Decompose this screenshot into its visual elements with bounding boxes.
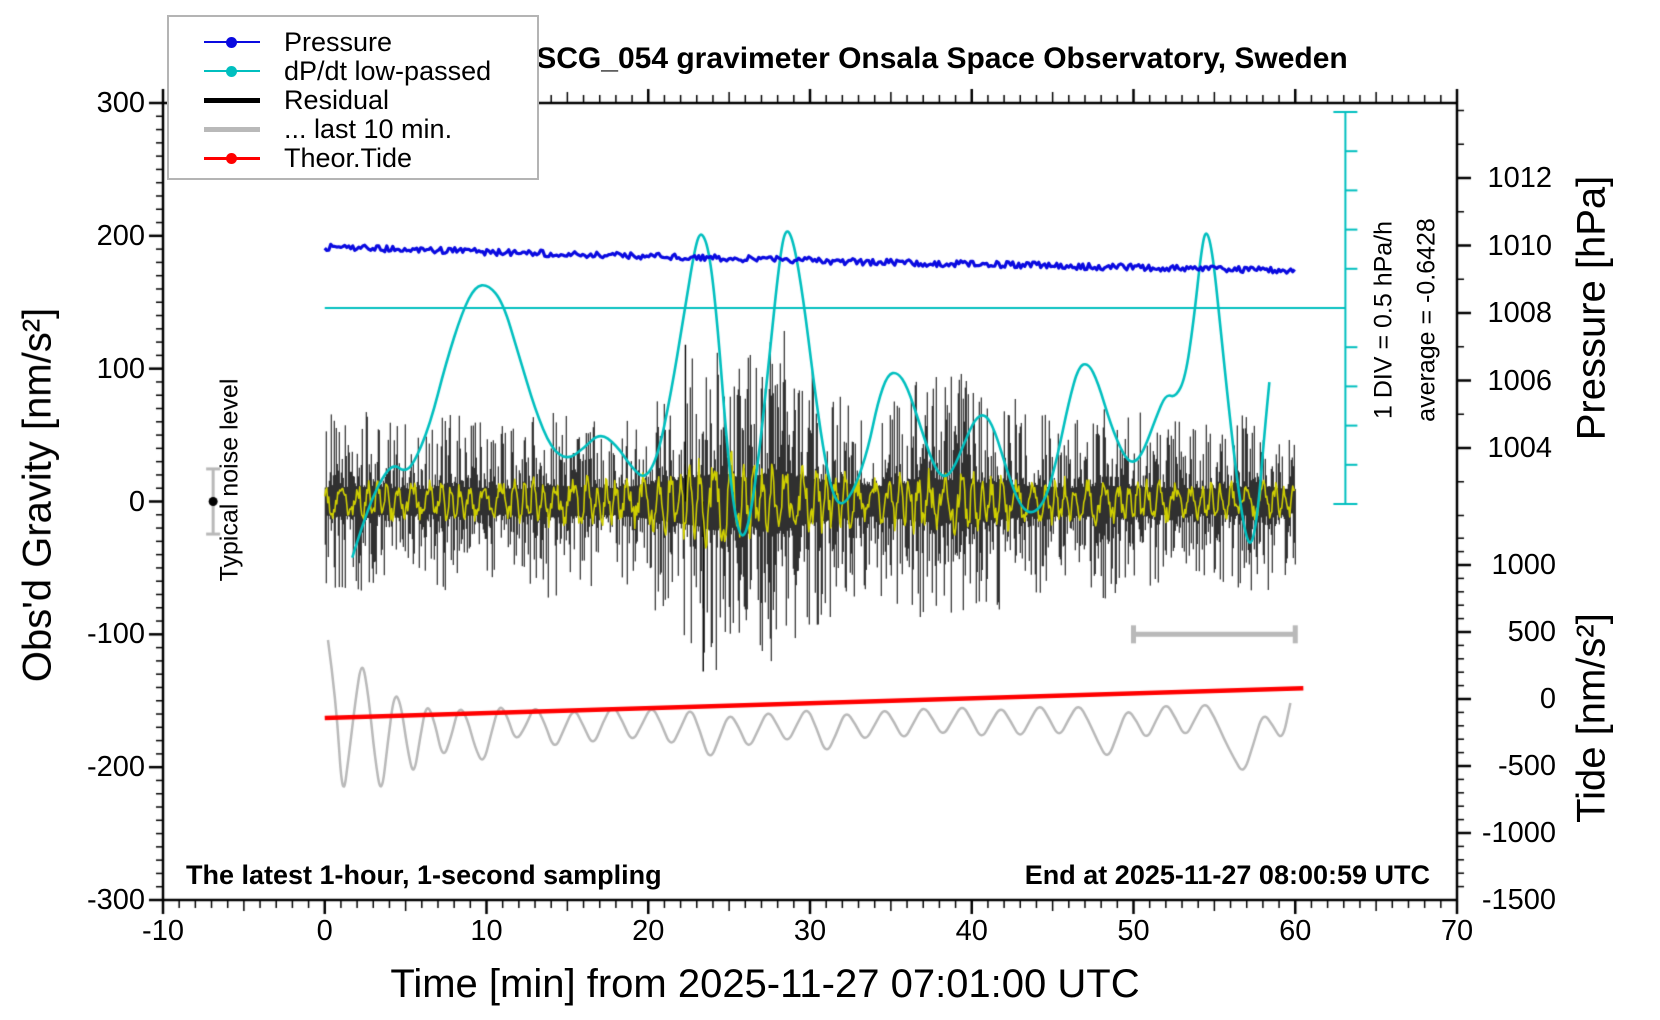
footer-end-time: End at 2025-11-27 08:00:59 UTC [1024,860,1430,890]
x-axis-label: Time [min] from 2025-11-27 07:01:00 UTC [390,962,1140,1006]
noise-level-annotation: Typical noise level [215,378,244,582]
pressure-tick-label: 1006 [1487,364,1552,397]
x-tick-label: 40 [955,915,988,947]
left-axis-label: Obs'd Gravity [nm/s²] [15,307,60,683]
gravity-tick-label: -300 [86,884,145,916]
gravity-tick-label: -200 [86,751,145,784]
legend-swatch-line [204,97,260,103]
page-title: SCG_054 gravimeter Onsala Space Observat… [536,42,1348,75]
tide-tick-label: -500 [1497,750,1556,782]
legend-swatch-dot [226,152,237,164]
legend-swatch-dot [226,36,237,48]
gravity-tick-label: 300 [96,87,145,119]
x-tick-label: 70 [1440,915,1474,947]
tide-tick-label: 0 [1539,683,1556,715]
pressure-tick-label: 1012 [1487,162,1552,194]
gravity-tick-label: 200 [96,219,145,252]
legend-swatch-dot [226,65,237,77]
div-scale-annotation: 1 DIV = 0.5 hPa/h [1369,220,1398,420]
x-tick-label: 20 [632,915,665,947]
gravity-tick-label: -100 [86,618,145,651]
legend-item-label: dP/dt low-passed [284,56,492,86]
legend-box: Pressure dP/dt low-passed Residual... last… [167,15,539,180]
x-tick-label: 60 [1279,915,1312,947]
average-annotation: average = -0.6428 [1412,218,1441,422]
tide-tick-label: 500 [1507,616,1556,648]
x-tick-label: 30 [793,915,827,947]
pressure-tick-label: 1008 [1487,297,1552,329]
tide-tick-label: -1500 [1481,884,1556,916]
legend-item-label: Pressure [284,27,393,57]
legend-item-label: Residual [284,85,390,115]
tide-tick-label: 1000 [1491,549,1556,581]
pressure-tick-label: 1004 [1487,432,1552,464]
gravity-tick-label: 100 [96,352,145,385]
pressure-axis-label: Pressure [hPa] [1569,175,1614,441]
footer-sampling-note: The latest 1-hour, 1-second sampling [186,860,662,890]
legend-item-label: Theor.Tide [284,143,413,173]
legend-swatch-line [204,126,260,132]
x-tick-label: 0 [316,915,333,947]
tide-axis-label: Tide [nm/s²] [1569,613,1614,823]
gravity-tick-label: 0 [128,485,145,518]
tide-tick-label: -1000 [1481,817,1556,849]
x-tick-label: 50 [1117,915,1150,947]
legend-item-label: ... last 10 min. [284,114,453,144]
x-tick-label: 10 [470,915,503,947]
x-tick-label: -10 [142,915,184,947]
pressure-tick-label: 1010 [1487,229,1552,262]
